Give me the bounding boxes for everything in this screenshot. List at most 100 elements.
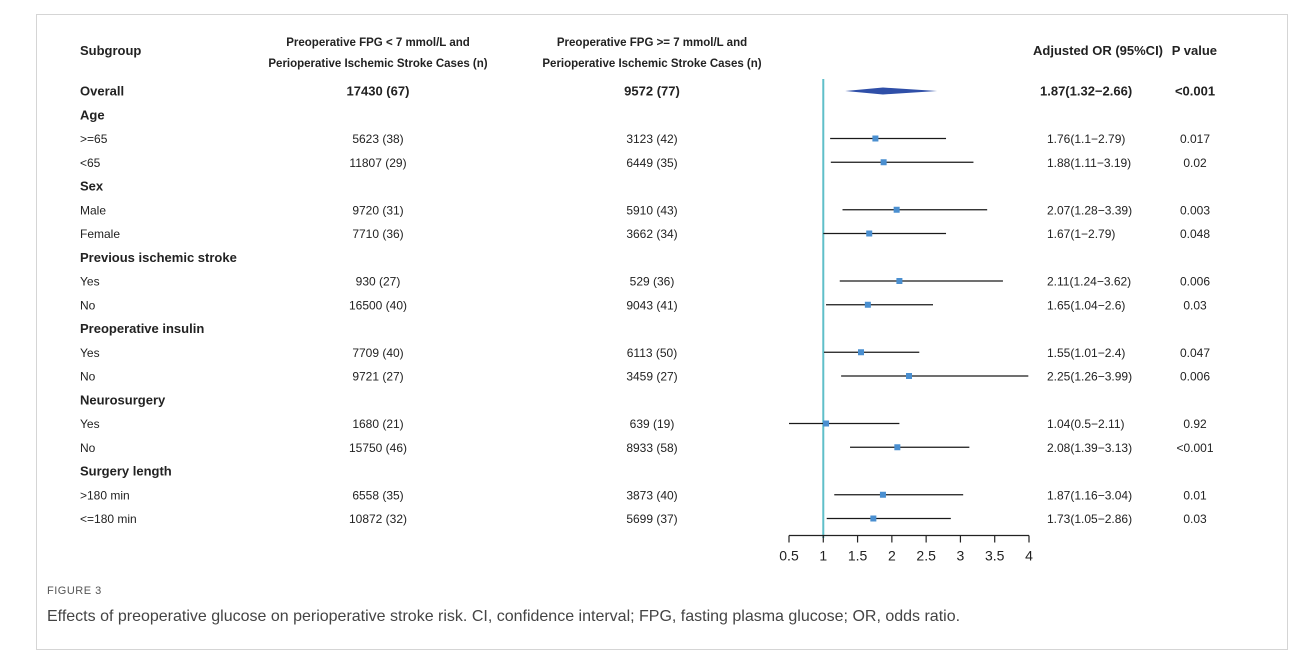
cell-n-high: 5910 (43) (626, 203, 677, 217)
cell-or-ci: 2.07(1.28−3.39) (1047, 203, 1132, 217)
x-tick-label: 1.5 (848, 548, 868, 564)
or-point (866, 230, 873, 237)
cell-p-value: 0.03 (1183, 512, 1207, 526)
cell-n-high: 3459 (27) (626, 370, 677, 384)
table-rows: Overall 17430 (67) 9572 (77) 1.87(1.32−2.66… (80, 84, 1215, 527)
group-heading-row: Sex (80, 179, 104, 194)
cell-n-low: 9720 (31) (352, 203, 403, 217)
group-label: Age (80, 107, 105, 122)
cell-n-low: 11807 (29) (349, 156, 406, 170)
row-label: No (80, 298, 96, 312)
table-row: >180 min 6558 (35) 3873 (40) 1.87(1.16−3.04… (80, 488, 1207, 502)
table-row: No 9721 (27) 3459 (27) 2.25(1.26−3.99) 0.006 (80, 370, 1210, 384)
x-tick-label: 4 (1025, 548, 1033, 564)
table-row: <=180 min 10872 (32) 5699 (37) 1.73(1.05−2.… (80, 512, 1207, 526)
cell-p-value: 0.006 (1180, 275, 1210, 289)
cell-or-ci: 2.25(1.26−3.99) (1047, 370, 1132, 384)
cell-n-low: 9721 (27) (352, 370, 403, 384)
group-heading-row: Age (80, 107, 105, 122)
cell-n-low: 16500 (40) (349, 298, 407, 312)
cell-p-value: 0.017 (1180, 132, 1210, 146)
cell-n-high: 9043 (41) (626, 298, 677, 312)
header-p: P value (1172, 43, 1217, 58)
row-label: Yes (80, 417, 100, 431)
forest-plot: Subgroup Preoperative FPG < 7 mmol/L and… (80, 37, 1217, 564)
row-label: <=180 min (80, 512, 137, 526)
cell-n-high: 529 (36) (630, 275, 675, 289)
row-label: <65 (80, 156, 101, 170)
cell-p-value: 0.92 (1183, 417, 1207, 431)
x-tick-label: 3.5 (985, 548, 1005, 564)
figure-frame (36, 14, 1288, 650)
x-tick-label: 2 (888, 548, 896, 564)
row-label: >180 min (80, 488, 130, 502)
cell-or-ci: 1.67(1−2.79) (1047, 227, 1115, 241)
group-label: Preoperative insulin (80, 321, 204, 336)
or-point (872, 135, 879, 142)
cell-or-ci: 1.87(1.16−3.04) (1047, 488, 1132, 502)
header-col1-line2: Perioperative Ischemic Stroke Cases (n) (268, 58, 487, 70)
group-label: Neurosurgery (80, 392, 166, 407)
cell-p-value: <0.001 (1175, 84, 1215, 99)
or-point (893, 206, 900, 213)
or-point (880, 159, 887, 166)
table-row: Yes 1680 (21) 639 (19) 1.04(0.5−2.11) 0.92 (80, 417, 1207, 431)
group-label: Sex (80, 179, 104, 194)
or-point (864, 301, 871, 308)
overall-diamond (845, 87, 938, 95)
or-point (858, 349, 864, 356)
table-row: Female 7710 (36) 3662 (34) 1.67(1−2.79) 0.04… (80, 227, 1210, 241)
cell-n-high: 5699 (37) (626, 512, 677, 526)
cell-n-low: 10872 (32) (349, 512, 407, 526)
cell-or-ci: 1.87(1.32−2.66) (1040, 84, 1132, 99)
cell-n-low: 15750 (46) (349, 441, 407, 455)
cell-n-high: 639 (19) (630, 417, 675, 431)
x-tick-label: 3 (957, 548, 965, 564)
cell-or-ci: 1.04(0.5−2.11) (1047, 417, 1125, 431)
header-or: Adjusted OR (95%CI) (1033, 43, 1163, 58)
x-tick-label: 2.5 (916, 548, 936, 564)
row-label: Female (80, 227, 120, 241)
header-col2-line2: Perioperative Ischemic Stroke Cases (n) (542, 58, 761, 70)
cell-p-value: 0.01 (1183, 488, 1207, 502)
x-tick-label: 1 (819, 548, 827, 564)
row-label: Yes (80, 346, 100, 360)
cell-p-value: 0.048 (1180, 227, 1210, 241)
cell-p-value: 0.047 (1180, 346, 1210, 360)
cell-n-low: 1680 (21) (352, 417, 403, 431)
group-heading-row: Preoperative insulin (80, 321, 204, 336)
header-col1-line1: Preoperative FPG < 7 mmol/L and (286, 37, 470, 49)
table-row: No 16500 (40) 9043 (41) 1.65(1.04−2.6) 0.03 (80, 298, 1207, 312)
cell-n-high: 8933 (58) (626, 441, 677, 455)
cell-n-low: 5623 (38) (352, 132, 403, 146)
row-label: Male (80, 203, 106, 217)
cell-n-low: 17430 (67) (347, 84, 410, 99)
or-point (823, 420, 830, 427)
row-label: No (80, 370, 96, 384)
row-label: Overall (80, 84, 124, 99)
table-row: Yes 930 (27) 529 (36) 2.11(1.24−3.62) 0.006 (80, 275, 1210, 289)
cell-or-ci: 1.88(1.11−3.19) (1047, 156, 1131, 170)
table-row: Yes 7709 (40) 6113 (50) 1.55(1.01−2.4) 0.047 (80, 346, 1210, 360)
row-label: Yes (80, 275, 100, 289)
cell-or-ci: 1.73(1.05−2.86) (1047, 512, 1132, 526)
figure-label: FIGURE 3 (47, 585, 102, 597)
cell-p-value: 0.03 (1183, 298, 1207, 312)
group-heading-row: Neurosurgery (80, 392, 166, 407)
cell-n-high: 3123 (42) (626, 132, 677, 146)
cell-n-low: 7709 (40) (352, 346, 403, 360)
group-label: Previous ischemic stroke (80, 250, 237, 265)
cell-or-ci: 1.65(1.04−2.6) (1047, 298, 1125, 312)
cell-or-ci: 1.76(1.1−2.79) (1047, 132, 1125, 146)
cell-or-ci: 1.55(1.01−2.4) (1047, 346, 1125, 360)
cell-n-high: 6449 (35) (626, 156, 677, 170)
cell-or-ci: 2.08(1.39−3.13) (1047, 441, 1132, 455)
cell-or-ci: 2.11(1.24−3.62) (1047, 275, 1131, 289)
or-point (894, 444, 901, 451)
plot-marks (789, 79, 1029, 538)
header-col2-line1: Preoperative FPG >= 7 mmol/L and (557, 37, 747, 49)
table-row: Male 9720 (31) 5910 (43) 2.07(1.28−3.39) 0.0… (80, 203, 1210, 217)
x-axis: 0.5 1 1.5 2 2.5 3 3.5 4 (779, 534, 1033, 564)
group-heading-row: Surgery length (80, 464, 172, 479)
or-point (896, 278, 903, 284)
